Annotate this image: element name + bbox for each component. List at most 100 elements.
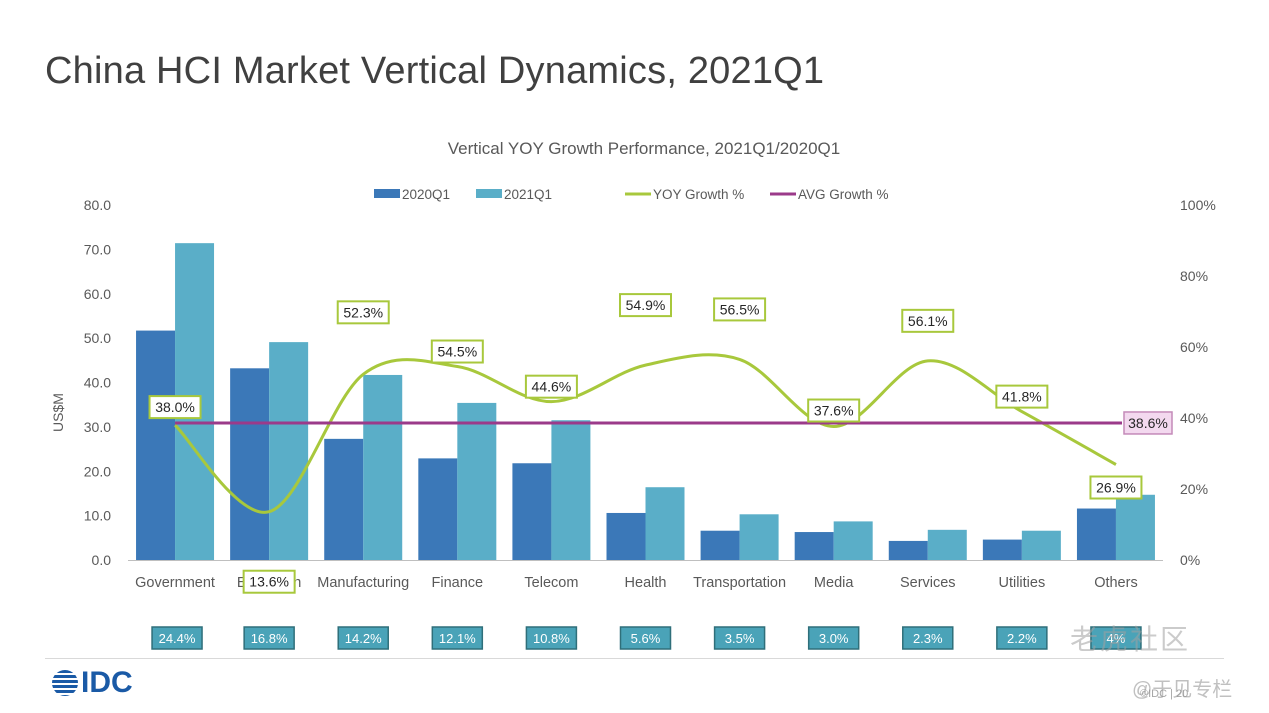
yoy-data-label: 38.0% xyxy=(155,399,195,415)
bar-2020q1 xyxy=(324,438,364,560)
x-tick-label: Transportation xyxy=(693,575,786,591)
share-label: 12.1% xyxy=(439,631,476,646)
y2-tick-label: 40% xyxy=(1180,410,1208,426)
yoy-data-label-box xyxy=(524,374,578,399)
bar-2020q1 xyxy=(982,539,1022,560)
yoy-data-label-box xyxy=(148,395,202,420)
y-tick-label: 30.0 xyxy=(84,419,111,435)
share-label: 10.8% xyxy=(533,631,570,646)
y2-tick-label: 20% xyxy=(1180,481,1208,497)
idc-globe-icon xyxy=(52,670,78,696)
x-tick-label: Utilities xyxy=(998,575,1045,591)
yoy-data-label-box xyxy=(336,300,390,325)
bar-2020q1 xyxy=(512,463,552,560)
x-tick-label: Manufacturing xyxy=(317,575,409,591)
legend-yoy-growth-label: YOY Growth % xyxy=(653,187,744,202)
watermark-handle: @于见专栏 xyxy=(1132,679,1233,701)
bar-2021q1 xyxy=(645,487,685,560)
share-label: 3.5% xyxy=(725,631,755,646)
share-box xyxy=(243,626,295,650)
yoy-data-label-box xyxy=(619,293,672,318)
y-axis-label: US$M xyxy=(50,393,66,432)
share-box xyxy=(996,626,1048,650)
legend-2021q1-swatch xyxy=(476,189,502,198)
yoy-data-label: 54.9% xyxy=(626,297,666,313)
bar-2021q1 xyxy=(927,529,967,560)
x-tick-label: Health xyxy=(625,575,667,591)
bar-2020q1 xyxy=(418,458,458,560)
share-label: 24.4% xyxy=(159,631,196,646)
yoy-data-label: 54.5% xyxy=(437,344,477,360)
yoy-data-label-box xyxy=(1089,475,1143,500)
x-tick-label: Services xyxy=(900,575,956,591)
y2-tick-label: 80% xyxy=(1180,268,1208,284)
x-tick-label: Others xyxy=(1094,575,1138,591)
share-box xyxy=(619,626,672,650)
footer-divider xyxy=(45,658,1224,659)
legend-avg-growth-label: AVG Growth % xyxy=(798,187,889,202)
share-label: 16.8% xyxy=(251,631,288,646)
yoy-data-label-box xyxy=(807,398,861,423)
share-box xyxy=(902,626,954,650)
bar-2021q1 xyxy=(1115,494,1155,560)
bar-2020q1 xyxy=(136,330,176,560)
yoy-data-label-box xyxy=(430,339,484,364)
y-tick-label: 10.0 xyxy=(84,508,111,524)
bar-2020q1 xyxy=(606,512,646,560)
y-tick-label: 60.0 xyxy=(84,286,111,302)
legend-2020q1-label: 2020Q1 xyxy=(402,187,450,202)
legend-2021q1-label: 2021Q1 xyxy=(504,187,552,202)
bar-2021q1 xyxy=(457,402,497,560)
yoy-data-label: 26.9% xyxy=(1096,480,1136,496)
share-box xyxy=(713,626,766,650)
share-label: 2.3% xyxy=(913,631,943,646)
avg-data-label: 38.6% xyxy=(1128,415,1168,431)
share-box xyxy=(151,626,203,650)
yoy-data-label-box xyxy=(901,308,955,333)
bar-2020q1 xyxy=(1076,508,1116,560)
x-tick-label: Finance xyxy=(432,575,484,591)
idc-logo-text: IDC xyxy=(81,666,133,699)
bar-2021q1 xyxy=(833,521,873,560)
share-label: 4% xyxy=(1107,631,1126,646)
bar-2021q1 xyxy=(1021,530,1061,560)
bar-2021q1 xyxy=(269,342,309,560)
x-tick-label: Media xyxy=(814,575,854,591)
share-box xyxy=(1090,626,1142,650)
idc-logo: IDC xyxy=(52,668,133,698)
bar-2020q1 xyxy=(700,530,740,560)
share-label: 3.0% xyxy=(819,631,849,646)
bar-2020q1 xyxy=(230,368,270,560)
bar-2020q1 xyxy=(888,540,928,560)
yoy-data-label: 44.6% xyxy=(532,379,572,395)
share-box xyxy=(431,626,484,650)
y2-tick-label: 60% xyxy=(1180,339,1208,355)
share-box xyxy=(525,626,578,650)
y-tick-label: 70.0 xyxy=(84,241,111,257)
y-tick-label: 80.0 xyxy=(84,197,111,213)
share-label: 14.2% xyxy=(345,631,382,646)
yoy-data-label: 56.1% xyxy=(908,313,948,329)
yoy-data-label: 56.5% xyxy=(720,301,760,317)
yoy-data-label: 41.8% xyxy=(1002,389,1042,405)
y-tick-label: 40.0 xyxy=(84,375,111,391)
share-box xyxy=(807,626,860,650)
yoy-data-label: 52.3% xyxy=(343,304,383,320)
y-tick-label: 0.0 xyxy=(92,552,112,568)
avg-data-label-box xyxy=(1123,411,1173,435)
y-tick-label: 20.0 xyxy=(84,463,111,479)
share-box xyxy=(337,626,389,650)
y2-tick-label: 0% xyxy=(1180,552,1200,568)
share-label: 5.6% xyxy=(631,631,661,646)
yoy-data-label-box xyxy=(995,384,1049,409)
y2-tick-label: 100% xyxy=(1180,197,1216,213)
yoy-growth-line xyxy=(173,353,1117,514)
chart-title: Vertical YOY Growth Performance, 2021Q1/… xyxy=(448,139,840,158)
x-tick-label: Government xyxy=(135,575,215,591)
bar-2021q1 xyxy=(551,420,591,560)
yoy-data-label: 13.6% xyxy=(249,574,289,590)
yoy-data-label: 37.6% xyxy=(814,403,854,419)
x-tick-label: Telecom xyxy=(524,575,578,591)
yoy-data-label-box xyxy=(713,297,767,322)
